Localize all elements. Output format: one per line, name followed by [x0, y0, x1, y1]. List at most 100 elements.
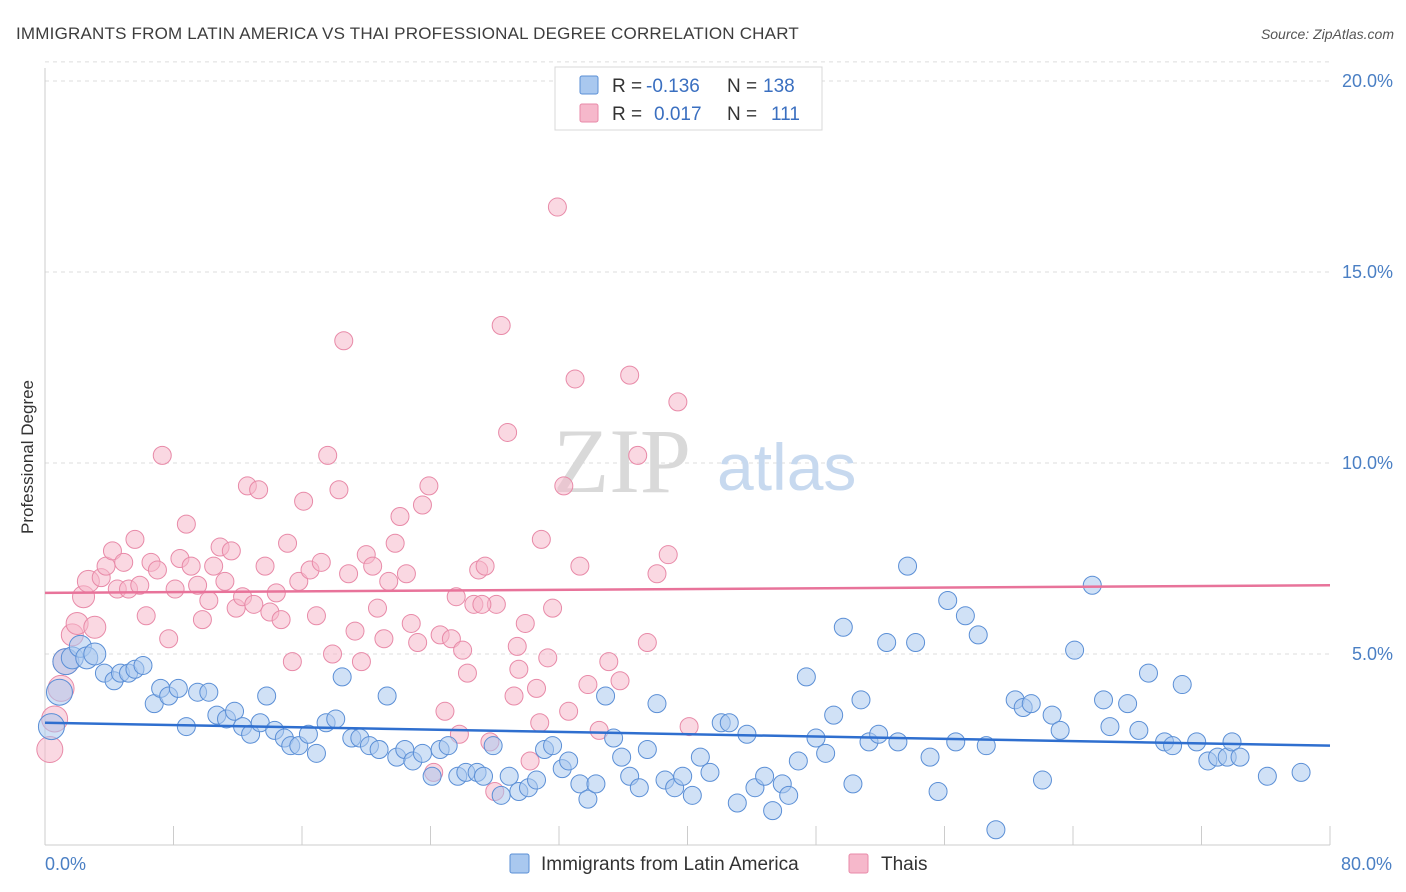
thais-point [637, 633, 657, 653]
thais-point [498, 422, 518, 442]
watermark-atlas: atlas [717, 430, 856, 504]
thais-point [565, 369, 585, 389]
thais-point [547, 197, 567, 217]
thais-point [520, 751, 540, 771]
watermark-zip: ZIP [553, 410, 691, 512]
legend-label-latin-america: Immigrants from Latin America [541, 854, 799, 875]
thais-point [271, 610, 291, 630]
thais-point [159, 629, 179, 649]
latin-america-point [257, 686, 277, 706]
latin-america-point [727, 793, 747, 813]
y-axis-label: Professional Degree [18, 380, 37, 534]
thais-point [475, 556, 495, 576]
thais-point [578, 675, 598, 695]
latin-america-point [586, 774, 606, 794]
latin-america-point [920, 747, 940, 767]
thais-point [668, 392, 688, 412]
latin-america-point [1257, 766, 1277, 786]
latin-america-point [1138, 663, 1158, 683]
thais-point [266, 583, 286, 603]
chart-title: IMMIGRANTS FROM LATIN AMERICA VS THAI PR… [16, 24, 799, 43]
thais-point [435, 701, 455, 721]
y-tick-label: 15.0% [1342, 262, 1393, 282]
latin-america-point [637, 740, 657, 759]
latin-america-point [369, 740, 389, 759]
thais-point [419, 476, 439, 496]
thais-point [491, 315, 511, 335]
stats-r-value-blue: -0.136 [646, 76, 700, 97]
thais-point [83, 615, 107, 639]
latin-america-point [796, 667, 816, 687]
x-axis-ticks [44, 826, 1331, 845]
stats-n-label-pink: N = [727, 104, 757, 125]
latin-america-point [332, 667, 352, 687]
latin-america-point [888, 732, 908, 752]
latin-america-point [326, 709, 346, 729]
thais-point [527, 678, 547, 698]
legend-label-thais: Thais [881, 854, 927, 875]
y-tick-label: 10.0% [1342, 453, 1393, 473]
thais-point [507, 636, 527, 656]
latin-america-point [906, 633, 926, 653]
thais-point [36, 736, 64, 763]
thais-point [249, 480, 269, 500]
thais-point [306, 606, 326, 626]
thais-point [329, 480, 349, 500]
stats-r-label-pink: R = [612, 104, 642, 125]
latin-america-point [1187, 732, 1207, 752]
stats-legend-box [554, 66, 823, 131]
thais-point [453, 640, 473, 660]
thais-point [396, 564, 416, 584]
thais-point [658, 545, 678, 565]
latin-america-point [37, 713, 65, 741]
latin-america-point [690, 747, 710, 767]
latin-america-point [1291, 762, 1311, 782]
latin-america-point [474, 766, 494, 786]
thais-point [102, 541, 122, 561]
thais-point [379, 571, 399, 591]
thais-point [130, 575, 150, 595]
latin-america-point [422, 766, 442, 786]
thais-point [136, 606, 156, 626]
y-tick-labels: 5.0% 10.0% 15.0% 20.0% [1342, 71, 1393, 664]
latin-america-point [133, 655, 153, 675]
stats-r-value-pink: 0.017 [654, 104, 702, 125]
thais-point [152, 445, 172, 465]
latin-america-point [1172, 675, 1192, 695]
latin-america-point [438, 736, 458, 756]
thais-point [408, 633, 428, 653]
thais-point [188, 575, 208, 595]
latin-america-point [1094, 690, 1114, 710]
latin-america-point [45, 678, 73, 706]
thais-point [282, 652, 302, 672]
latin-america-point [1050, 720, 1070, 740]
thais-point [318, 445, 338, 465]
latin-america-point [1230, 747, 1250, 767]
latin-america-point [955, 606, 975, 626]
stats-legend-swatch-blue [579, 75, 599, 95]
latin-america-point [968, 625, 988, 645]
latin-america-point [168, 678, 188, 698]
thais-point [351, 652, 371, 672]
thais-point [192, 610, 212, 630]
thais-point [345, 621, 365, 641]
thais-point [401, 613, 421, 633]
thais-point [114, 552, 134, 572]
latin-america-point [673, 766, 693, 786]
watermark: ZIP atlas [553, 410, 856, 512]
latin-america-point [647, 694, 667, 714]
latin-america-point [412, 743, 432, 763]
thais-point [509, 659, 529, 679]
thais-point [390, 506, 410, 526]
thais-point [176, 514, 196, 534]
series-thais-points [36, 197, 699, 802]
latin-america-point [938, 591, 958, 611]
latin-america-point [543, 736, 563, 756]
trend-line-latin-america [44, 721, 1331, 747]
gridlines [45, 61, 1330, 655]
thais-point [334, 331, 354, 351]
latin-america-point [1032, 770, 1052, 790]
x-tick-label-max: 80.0% [1341, 854, 1392, 874]
latin-america-point [928, 782, 948, 802]
latin-america-point [199, 682, 219, 702]
